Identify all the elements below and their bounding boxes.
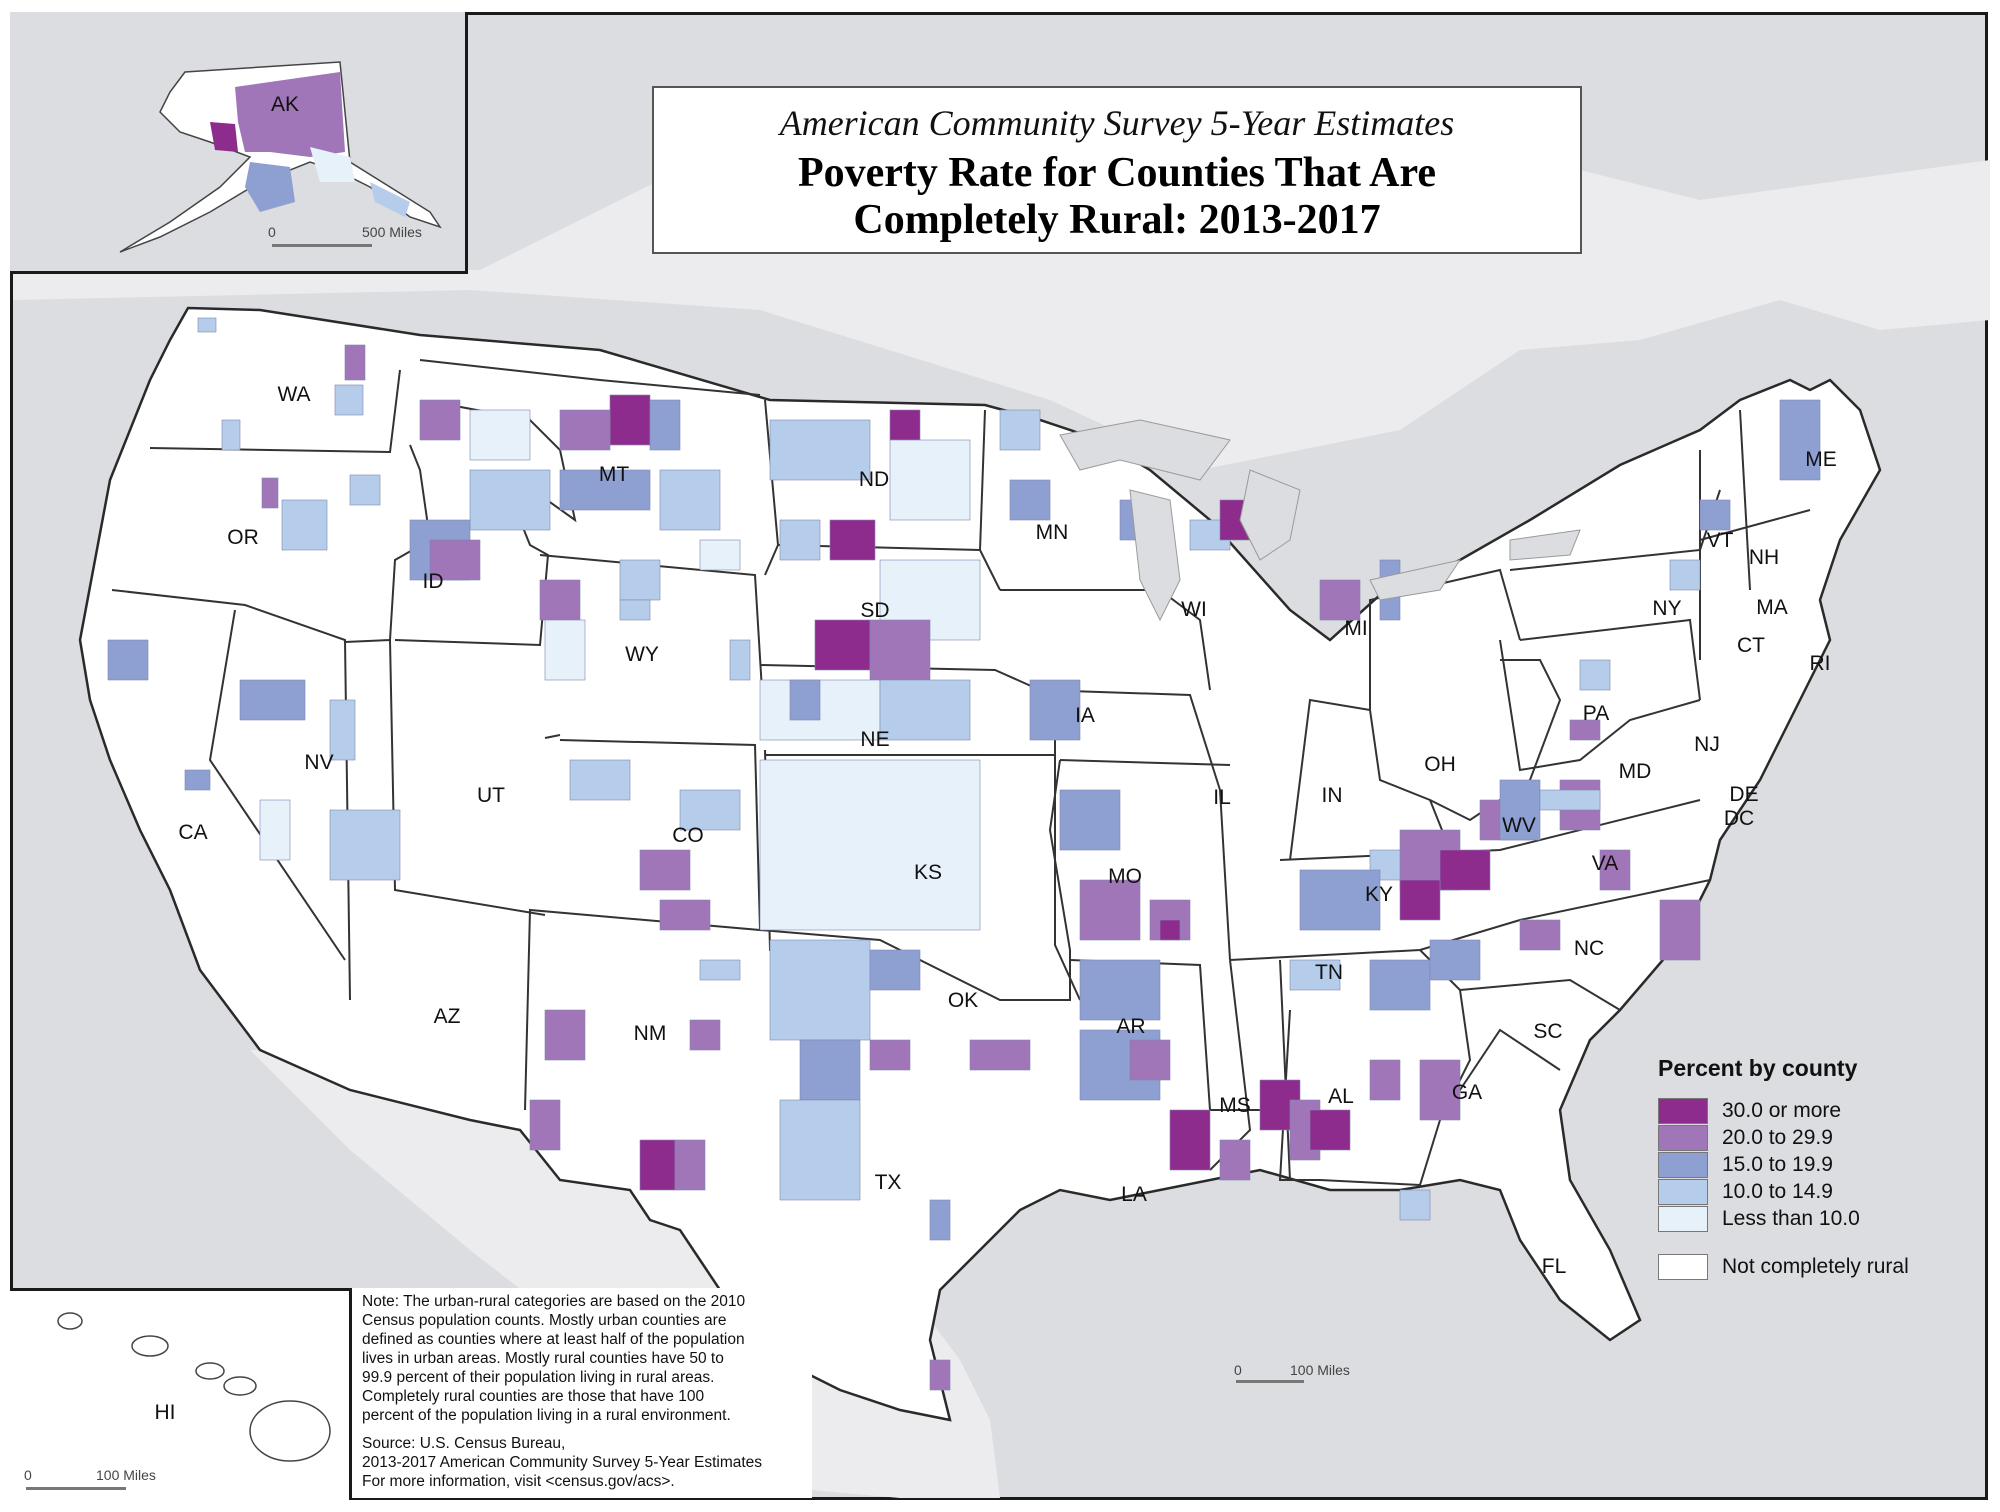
state-label-nc: NC: [1573, 937, 1605, 960]
legend-swatch: [1658, 1254, 1708, 1280]
state-label-vt: VT: [1706, 529, 1734, 552]
note-box: Note: The urban-rural categories are bas…: [352, 1288, 812, 1498]
state-label-ri: RI: [1809, 652, 1831, 675]
rural-counties: [107, 317, 1821, 1391]
hawaii-scale-bar: 0 100 Miles: [24, 1467, 166, 1499]
state-label-ok: OK: [947, 989, 979, 1012]
state-label-tn: TN: [1315, 961, 1343, 984]
conus-scale-start: 0: [1234, 1362, 1242, 1378]
source-text: Source: U.S. Census Bureau, 2013-2017 Am…: [362, 1435, 763, 1490]
state-label-la: LA: [1121, 1183, 1147, 1206]
state-label-nv: NV: [304, 751, 334, 774]
legend-swatch: [1658, 1152, 1708, 1178]
legend-title: Percent by county: [1658, 1055, 1858, 1081]
alaska-inset: AK 0 500 Miles: [10, 12, 468, 274]
state-label-ca: CA: [178, 821, 208, 844]
legend-label: Less than 10.0: [1722, 1207, 1860, 1230]
state-label-ga: GA: [1451, 1081, 1483, 1104]
state-label-va: VA: [1591, 852, 1619, 875]
state-label-tx: TX: [874, 1171, 902, 1194]
conus-scale-bar: 0 100 Miles: [1234, 1362, 1376, 1392]
state-label-ky: KY: [1364, 883, 1394, 906]
state-label-ct: CT: [1737, 634, 1765, 657]
note-text: Note: The urban-rural categories are bas…: [362, 1293, 746, 1424]
alaska-scale-start: 0: [268, 224, 276, 240]
state-label-sd: SD: [860, 599, 890, 622]
state-label-oh: OH: [1424, 753, 1456, 776]
state-label-wi: WI: [1181, 598, 1207, 621]
state-label-sc: SC: [1533, 1020, 1563, 1043]
state-label-fl: FL: [1541, 1255, 1567, 1278]
alaska-map: [119, 61, 442, 253]
map-subtitle: American Community Survey 5-Year Estimat…: [779, 103, 1455, 143]
state-label-ne: NE: [860, 728, 890, 751]
legend-label: 20.0 to 29.9: [1722, 1126, 1833, 1149]
state-label-mo: MO: [1108, 865, 1142, 888]
state-label-or: OR: [227, 526, 259, 549]
conus-scale-end: 100 Miles: [1290, 1362, 1350, 1378]
hawaii-scale-end: 100 Miles: [96, 1467, 156, 1483]
alaska-scale-bar: 0 500 Miles: [268, 224, 422, 266]
state-label-il: IL: [1213, 786, 1231, 809]
state-label-ma: MA: [1756, 596, 1788, 619]
alaska-label: AK: [270, 93, 300, 116]
state-label-ar: AR: [1116, 1015, 1146, 1038]
state-label-in: IN: [1321, 784, 1343, 807]
legend-swatch: [1658, 1125, 1708, 1151]
hawaii-map: [57, 1312, 331, 1462]
state-label-id: ID: [422, 570, 444, 593]
state-label-nj: NJ: [1694, 733, 1720, 756]
hawaii-scale-start: 0: [24, 1467, 32, 1483]
state-label-nh: NH: [1748, 546, 1780, 569]
state-label-ks: KS: [913, 861, 943, 884]
title-box: American Community Survey 5-Year Estimat…: [652, 86, 1582, 254]
state-label-wa: WA: [277, 383, 311, 406]
hawaii-inset: HI 0 100 Miles: [10, 1288, 352, 1500]
map-title: Poverty Rate for Counties That Are Compl…: [797, 150, 1437, 243]
state-label-pa: PA: [1582, 702, 1610, 725]
state-label-co: CO: [672, 824, 704, 847]
legend-label: 10.0 to 14.9: [1722, 1180, 1833, 1203]
state-label-de: DE: [1729, 783, 1759, 806]
alaska-scale-end: 500 Miles: [362, 224, 422, 240]
state-label-mn: MN: [1035, 521, 1069, 544]
legend: Percent by county 30.0 or more 20.0 to 2…: [1652, 1055, 1972, 1295]
state-label-ia: IA: [1075, 704, 1095, 727]
state-label-me: ME: [1805, 448, 1837, 471]
state-label-al: AL: [1328, 1085, 1354, 1108]
state-label-nd: ND: [858, 468, 890, 491]
state-label-ny: NY: [1652, 597, 1682, 620]
state-label-wy: WY: [625, 643, 659, 666]
state-label-ms: MS: [1219, 1094, 1251, 1117]
legend-swatch: [1658, 1206, 1708, 1232]
state-label-md: MD: [1618, 760, 1652, 783]
legend-label: Not completely rural: [1722, 1255, 1909, 1278]
state-label-mi: MI: [1344, 617, 1368, 640]
great-lakes: [1059, 419, 1581, 622]
state-label-wv: WV: [1502, 814, 1536, 837]
legend-swatch: [1658, 1098, 1708, 1124]
state-label-ut: UT: [477, 784, 505, 807]
legend-swatch: [1658, 1179, 1708, 1205]
legend-label: 15.0 to 19.9: [1722, 1153, 1833, 1176]
hawaii-label: HI: [154, 1401, 176, 1424]
state-label-nm: NM: [633, 1022, 667, 1045]
state-label-az: AZ: [433, 1005, 461, 1028]
legend-label: 30.0 or more: [1722, 1099, 1842, 1122]
mexico-land: [250, 1050, 1000, 1498]
state-label-dc: DC: [1723, 807, 1755, 830]
state-label-mt: MT: [598, 463, 630, 486]
